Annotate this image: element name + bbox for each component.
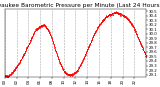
Title: Milwaukee Barometric Pressure per Minute (Last 24 Hours): Milwaukee Barometric Pressure per Minute…: [0, 3, 160, 8]
